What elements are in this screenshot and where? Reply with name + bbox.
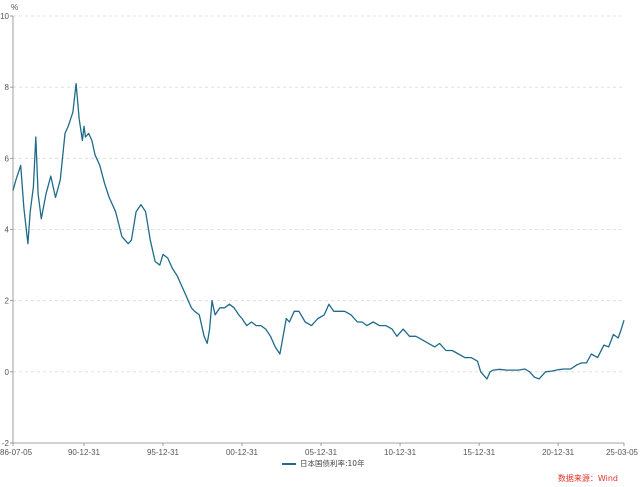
- legend-swatch: [282, 462, 296, 465]
- series-line: [12, 82, 625, 380]
- chart-axes: [10, 15, 625, 446]
- x-axis-ticks: 86-07-05 90-12-31 95-12-31 00-12-31 05-12-31…: [0, 448, 639, 457]
- chart-legend: 日本国债利率:10年: [282, 458, 365, 469]
- y-tick-label: 0: [5, 368, 10, 377]
- x-tick-label: 90-12-31: [68, 448, 101, 457]
- legend-label: 日本国债利率:10年: [300, 459, 365, 468]
- series-group: [12, 82, 625, 380]
- x-tick-label: 10-12-31: [384, 448, 417, 457]
- x-tick-label: 86-07-05: [0, 448, 33, 457]
- x-tick-label: 15-12-31: [463, 448, 496, 457]
- source-note: 数据来源：Wind: [557, 474, 618, 483]
- y-tick-label: 2: [5, 297, 10, 306]
- x-tick-label: 25-03-05: [606, 448, 639, 457]
- y-tick-label: 4: [5, 226, 10, 235]
- y-tick-label: 10: [0, 12, 9, 21]
- y-axis-ticks: 10 8 6 4 2 0 -2: [0, 12, 9, 448]
- y-tick-label: -2: [2, 439, 10, 448]
- y-tick-label: 6: [5, 154, 10, 163]
- x-tick-label: 20-12-31: [542, 448, 575, 457]
- y-tick-label: 8: [5, 83, 10, 92]
- x-tick-label: 95-12-31: [147, 448, 180, 457]
- x-tick-label: 00-12-31: [226, 448, 259, 457]
- x-tick-label: 05-12-31: [305, 448, 338, 457]
- y-axis-unit-label: %: [11, 3, 18, 12]
